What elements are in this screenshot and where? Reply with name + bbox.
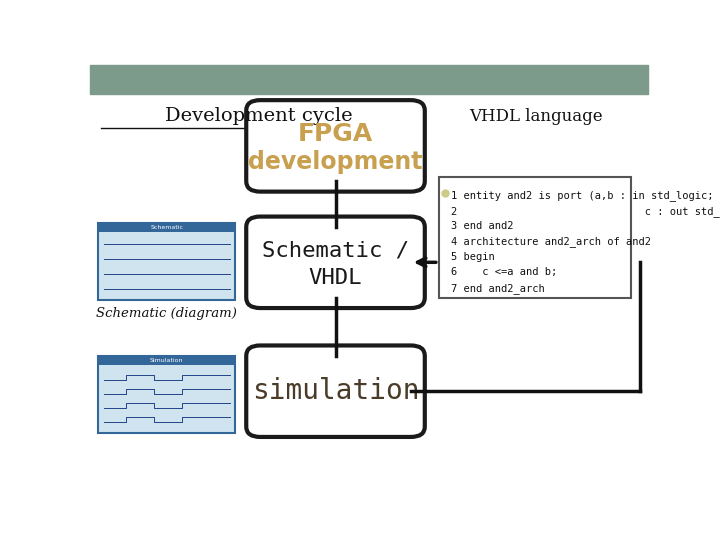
Text: 7 end and2_arch: 7 end and2_arch <box>451 282 545 294</box>
Text: Simulation: Simulation <box>150 358 184 363</box>
Text: 6    c <=a and b;: 6 c <=a and b; <box>451 267 557 278</box>
Text: 5 begin: 5 begin <box>451 252 495 262</box>
FancyBboxPatch shape <box>99 223 235 300</box>
Text: 2                              c : out std_logic);: 2 c : out std_logic); <box>451 206 720 217</box>
Text: Schematic (diagram): Schematic (diagram) <box>96 307 237 320</box>
Text: FPGA: FPGA <box>298 122 373 146</box>
Text: VHDL: VHDL <box>309 268 362 288</box>
Text: Schematic: Schematic <box>150 225 183 230</box>
Text: simulation: simulation <box>252 377 419 405</box>
Bar <box>90 65 648 94</box>
Text: VHDL language: VHDL language <box>469 108 603 125</box>
Text: 1 entity and2 is port (a,b : in std_logic;: 1 entity and2 is port (a,b : in std_logi… <box>451 191 714 201</box>
FancyBboxPatch shape <box>99 356 235 365</box>
FancyBboxPatch shape <box>246 100 425 192</box>
FancyBboxPatch shape <box>246 217 425 308</box>
Text: Development cycle: Development cycle <box>166 107 353 125</box>
Text: development: development <box>248 150 423 174</box>
FancyBboxPatch shape <box>99 223 235 232</box>
Text: 4 architecture and2_arch of and2: 4 architecture and2_arch of and2 <box>451 237 651 247</box>
Text: Schematic /: Schematic / <box>262 241 409 261</box>
FancyBboxPatch shape <box>99 356 235 433</box>
Text: 3 end and2: 3 end and2 <box>451 221 513 231</box>
FancyBboxPatch shape <box>438 177 631 298</box>
FancyBboxPatch shape <box>246 346 425 437</box>
